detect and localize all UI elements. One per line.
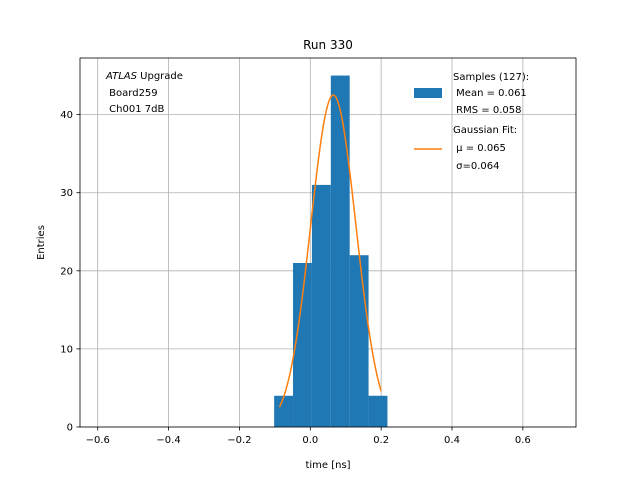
histogram-bar bbox=[311, 184, 331, 427]
chart-title: Run 330 bbox=[303, 38, 353, 52]
annotation-line1: Upgrade bbox=[137, 71, 183, 82]
legend-fit-sigma: σ=0.064 bbox=[453, 161, 500, 172]
gaussian-fit bbox=[278, 94, 382, 408]
axis-ticks: −0.6 −0.4 −0.2 0.0 0.2 0.4 0.6 0 10 20 30 40 bbox=[60, 110, 531, 446]
legend-fit-title: Gaussian Fit: bbox=[453, 125, 517, 136]
x-tick-label: −0.4 bbox=[156, 435, 180, 446]
y-axis-label: Entries bbox=[36, 225, 47, 260]
annotation-line3: Ch001 7dB bbox=[106, 104, 164, 115]
x-tick-label: 0.4 bbox=[444, 435, 460, 446]
legend: Samples (127): Mean = 0.061 RMS = 0.058 … bbox=[414, 72, 529, 172]
x-tick-label: −0.2 bbox=[227, 435, 251, 446]
histogram-bar bbox=[368, 395, 388, 427]
legend-samples-mean: Mean = 0.061 bbox=[453, 88, 527, 99]
histogram-bar bbox=[274, 395, 294, 427]
y-tick-label: 40 bbox=[60, 110, 73, 121]
legend-fit-mu: μ = 0.065 bbox=[453, 143, 506, 154]
annotation-line2: Board259 bbox=[106, 88, 158, 99]
x-tick-label: −0.6 bbox=[86, 435, 110, 446]
y-tick-label: 0 bbox=[67, 423, 73, 434]
y-tick-label: 30 bbox=[60, 188, 73, 199]
histogram-bar bbox=[349, 255, 369, 427]
y-tick-label: 10 bbox=[60, 344, 73, 355]
histogram-bar bbox=[330, 75, 350, 428]
histogram-bar bbox=[293, 263, 312, 427]
y-tick-label: 20 bbox=[60, 266, 73, 277]
x-tick-label: 0.6 bbox=[515, 435, 531, 446]
plot-frame bbox=[79, 57, 577, 428]
svg-text:ATLAS Upgrade: ATLAS Upgrade bbox=[105, 71, 183, 82]
histogram-bars bbox=[274, 75, 388, 428]
legend-samples-title: Samples (127): bbox=[453, 72, 529, 83]
fit-curve bbox=[278, 94, 382, 408]
x-axis-label: time [ns] bbox=[305, 460, 350, 471]
atlas-annotation: ATLAS Upgrade Board259 Ch001 7dB bbox=[105, 71, 183, 115]
x-tick-label: 0.0 bbox=[302, 435, 318, 446]
annotation-italic: ATLAS bbox=[105, 71, 138, 82]
legend-samples-rms: RMS = 0.058 bbox=[453, 105, 521, 116]
x-tick-label: 0.2 bbox=[373, 435, 389, 446]
legend-patch-samples bbox=[414, 88, 442, 98]
